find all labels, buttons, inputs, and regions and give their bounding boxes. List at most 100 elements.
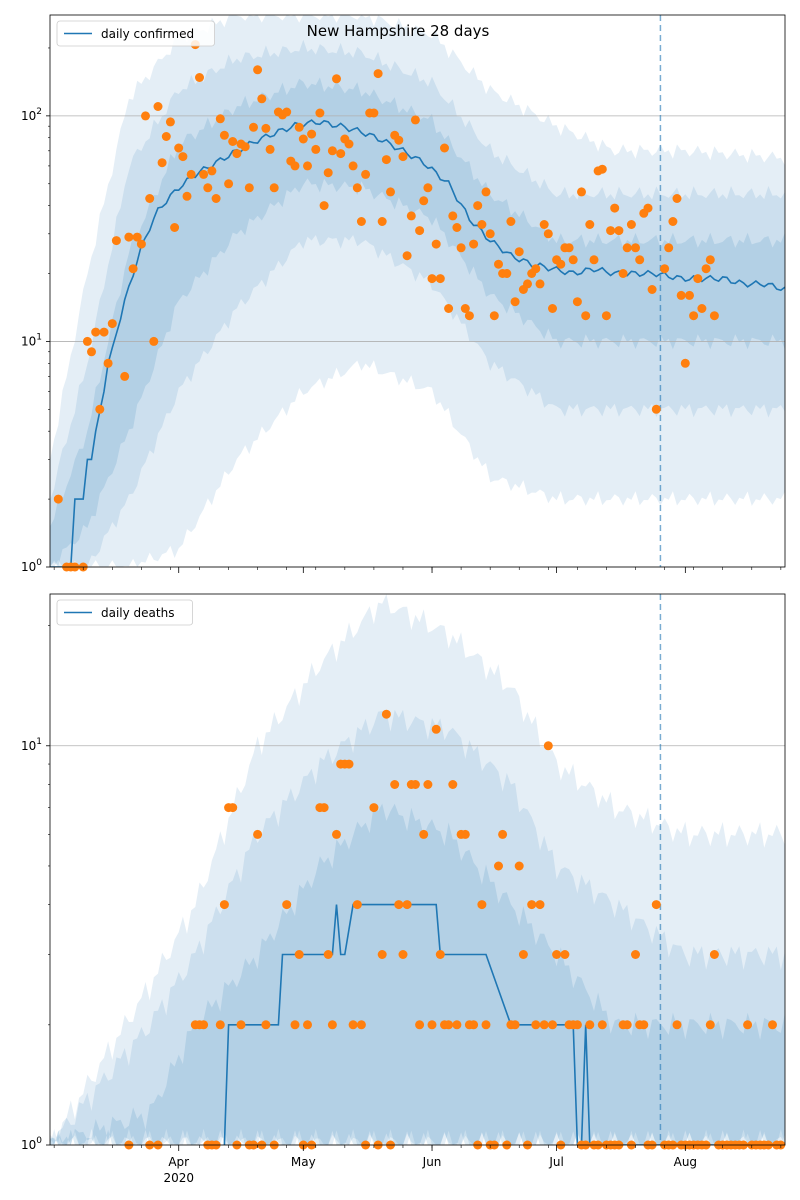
deaths-y-axis: 100 101 (21, 625, 50, 1152)
y-tick-label: 101 (21, 332, 42, 348)
observed-point (99, 327, 109, 337)
deaths-median-line (223, 903, 785, 1145)
observed-point (319, 803, 329, 813)
observed-point (103, 358, 113, 368)
observed-point (572, 297, 582, 307)
observed-point (614, 226, 624, 236)
observed-point (303, 161, 312, 171)
observed-point (120, 371, 130, 381)
observed-point (635, 255, 645, 265)
observed-point (265, 144, 275, 154)
band-inner (50, 77, 785, 567)
observed-point (282, 900, 292, 910)
observed-point (132, 232, 142, 242)
observed-point (535, 900, 545, 910)
observed-point (631, 950, 640, 959)
observed-point (207, 166, 217, 176)
observed-point (228, 137, 238, 146)
observed-point (494, 259, 503, 269)
observed-point (91, 327, 101, 337)
observed-point (344, 759, 354, 769)
x-tick-sublabel: 2020 (163, 1171, 194, 1185)
observed-point (386, 187, 395, 197)
observed-point (456, 243, 466, 253)
observed-point (452, 1020, 462, 1030)
observed-point (672, 1020, 682, 1030)
observed-point (215, 114, 225, 124)
confirmed-panel: 100 101 102 daily confirmed New Hampshire … (21, 14, 786, 574)
observed-point (170, 223, 180, 232)
observed-point (539, 220, 549, 229)
observed-point (161, 132, 171, 141)
observed-point (660, 264, 670, 274)
observed-point (701, 264, 711, 274)
observed-point (539, 1020, 549, 1030)
observed-point (402, 900, 412, 910)
observed-point (203, 183, 213, 193)
observed-point (356, 217, 366, 226)
observed-point (290, 161, 300, 171)
y-tick-label: 100 (21, 558, 42, 574)
observed-point (543, 741, 553, 751)
observed-point (145, 194, 155, 203)
observed-point (552, 950, 562, 959)
observed-point (186, 169, 196, 179)
observed-point (199, 1020, 209, 1030)
observed-point (249, 122, 258, 132)
legend-box (56, 20, 215, 47)
observed-point (431, 239, 441, 249)
deaths-axes-frame (49, 593, 786, 1146)
observed-point (477, 900, 487, 910)
observed-point (639, 1020, 649, 1030)
observed-point (585, 220, 595, 229)
observed-point (464, 311, 474, 321)
observed-point (319, 201, 329, 211)
observed-point (82, 336, 92, 346)
observed-point (705, 1020, 715, 1030)
observed-point (327, 146, 337, 156)
observed-point (543, 229, 553, 239)
observed-point (564, 243, 574, 253)
observed-point (298, 134, 308, 144)
observed-point (531, 264, 541, 274)
observed-point (182, 191, 192, 201)
observed-point (498, 829, 508, 839)
observed-point (344, 139, 354, 149)
chart-title: New Hampshire 28 days (307, 22, 490, 40)
deaths-uncertainty-bands (50, 594, 785, 1145)
observed-point (269, 183, 279, 193)
observed-point (647, 285, 657, 294)
observed-point (440, 143, 449, 153)
median-line (50, 119, 785, 567)
observed-point (680, 358, 690, 368)
observed-point (369, 803, 379, 813)
observed-point (257, 94, 267, 104)
observed-point (506, 217, 516, 226)
observed-point (556, 259, 566, 269)
observed-point (352, 183, 362, 193)
observed-point (178, 152, 188, 162)
observed-point (672, 194, 682, 203)
observed-point (444, 1020, 454, 1030)
legend-label: daily deaths (101, 606, 174, 620)
observed-point (622, 243, 632, 253)
band-middle (50, 709, 785, 1145)
observed-point (631, 243, 640, 253)
observed-point (419, 196, 429, 206)
observed-point (452, 223, 462, 232)
observed-point (460, 304, 470, 313)
observed-point (323, 168, 333, 178)
observed-point (111, 236, 121, 246)
x-tick-label: Jul (548, 1155, 563, 1169)
observed-point (311, 144, 321, 154)
observed-point (651, 404, 661, 414)
observed-point (87, 347, 96, 357)
observed-point (427, 274, 437, 284)
deaths-x-axis: Apr 2020 May Jun Jul Aug (53, 1145, 782, 1185)
observed-point (477, 220, 487, 229)
observed-point (149, 336, 159, 346)
observed-point (577, 187, 586, 197)
observed-point (668, 217, 678, 226)
observed-point (406, 211, 416, 221)
